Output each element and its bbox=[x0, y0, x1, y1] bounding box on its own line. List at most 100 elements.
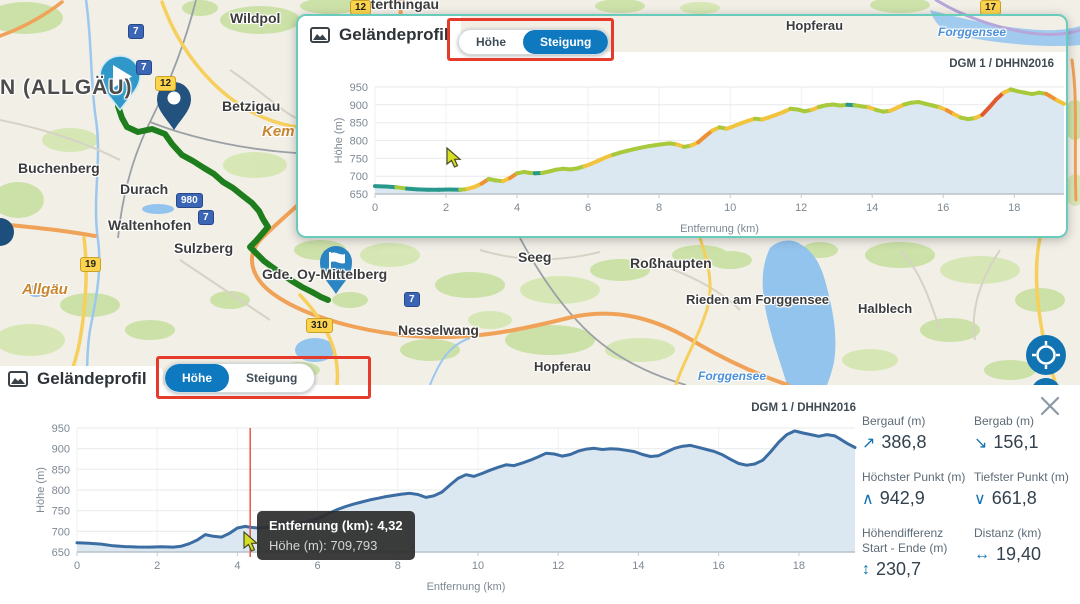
svg-text:Höhe (m): Höhe (m) bbox=[35, 467, 47, 513]
svg-text:8: 8 bbox=[656, 202, 662, 214]
svg-text:10: 10 bbox=[724, 202, 736, 214]
stat-label: Höchster Punkt (m) bbox=[862, 470, 966, 484]
chevron-up-icon: ∧ bbox=[862, 490, 874, 508]
stat-arrow-left-right: Distanz (km) ↔ 19,40 bbox=[974, 526, 1080, 580]
svg-text:16: 16 bbox=[712, 560, 724, 572]
svg-text:800: 800 bbox=[52, 485, 70, 497]
chart-tooltip: Entfernung (km): 4,32 Höhe (m): 709,793 bbox=[257, 511, 415, 560]
svg-text:18: 18 bbox=[793, 560, 805, 572]
pin-marker[interactable] bbox=[157, 82, 191, 130]
svg-text:0: 0 bbox=[74, 560, 80, 572]
toggle-option-höhe[interactable]: Höhe bbox=[165, 364, 229, 392]
arrow-left-right-icon: ↔ bbox=[974, 545, 990, 563]
panel-title-text: Geländeprofil bbox=[339, 25, 449, 44]
map-left-button[interactable] bbox=[0, 218, 14, 246]
geolocate-button[interactable] bbox=[1026, 335, 1066, 375]
route-polyline[interactable] bbox=[115, 103, 331, 303]
map-forest-patches bbox=[0, 0, 1080, 380]
stat-label: Tiefster Punkt (m) bbox=[974, 470, 1069, 484]
panel-title-text: Geländeprofil bbox=[37, 369, 147, 388]
stat-value: ↕ 230,7 bbox=[862, 559, 922, 579]
stat-arrow-up-right: Bergauf (m) ↗ 386,8 bbox=[862, 414, 968, 453]
svg-text:700: 700 bbox=[350, 171, 368, 183]
svg-text:12: 12 bbox=[795, 202, 807, 214]
stat-arrow-up-down: Höhendifferenz Start - Ende (m) ↕ 230,7 bbox=[862, 526, 968, 580]
svg-text:0: 0 bbox=[372, 202, 378, 214]
river-iller bbox=[84, 0, 101, 386]
toggle-option-steigung[interactable]: Steigung bbox=[246, 371, 298, 385]
terrain-profile-icon bbox=[8, 371, 28, 387]
svg-text:800: 800 bbox=[350, 136, 368, 148]
profile-mode-toggle-bottom[interactable]: Höhe Steigung bbox=[164, 363, 316, 393]
stat-value: ↔ 19,40 bbox=[974, 544, 1042, 564]
svg-text:Entfernung (km): Entfernung (km) bbox=[427, 581, 506, 593]
map-railways bbox=[117, 0, 687, 386]
svg-text:850: 850 bbox=[52, 464, 70, 476]
stat-chevron-up: Höchster Punkt (m) ∧ 942,9 bbox=[862, 470, 968, 509]
svg-text:12: 12 bbox=[552, 560, 564, 572]
stat-value: ∨ 661,8 bbox=[974, 488, 1037, 508]
svg-text:750: 750 bbox=[350, 153, 368, 165]
stat-label: Bergauf (m) bbox=[862, 414, 926, 428]
svg-text:Entfernung (km): Entfernung (km) bbox=[680, 223, 759, 235]
svg-text:900: 900 bbox=[52, 444, 70, 456]
slope-profile-chart[interactable]: 650 700 750 800 850 900 950 0 2 4 6 8 10 12 14 16 18 Entf… bbox=[332, 52, 1080, 237]
svg-text:6: 6 bbox=[585, 202, 591, 214]
tooltip-distance: Entfernung (km): 4,32 bbox=[269, 518, 403, 533]
svg-text:750: 750 bbox=[52, 506, 70, 518]
arrow-up-right-icon: ↗ bbox=[862, 434, 876, 452]
road-b310 bbox=[298, 293, 340, 387]
svg-text:14: 14 bbox=[632, 560, 644, 572]
dgm-source-label: DGM 1 / DHHN2016 bbox=[751, 402, 856, 414]
start-marker[interactable] bbox=[99, 55, 141, 112]
lake-forggensee bbox=[762, 240, 836, 388]
svg-text:8: 8 bbox=[395, 560, 401, 572]
panel-title: Geländeprofil bbox=[8, 369, 147, 389]
terrain-profile-icon bbox=[310, 27, 330, 43]
profile-mode-toggle-top[interactable]: Höhe Steigung bbox=[458, 29, 610, 55]
stat-label: Höhendifferenz Start - Ende (m) bbox=[862, 526, 948, 555]
toggle-option-höhe[interactable]: Höhe bbox=[476, 35, 506, 49]
svg-text:2: 2 bbox=[443, 202, 449, 214]
geolocate-icon bbox=[1036, 345, 1056, 365]
svg-text:10: 10 bbox=[472, 560, 484, 572]
stat-chevron-down: Tiefster Punkt (m) ∨ 661,8 bbox=[974, 470, 1080, 509]
arrow-down-right-icon: ↘ bbox=[974, 434, 988, 452]
svg-text:650: 650 bbox=[350, 189, 368, 201]
elevation-profile-panel-top: Geländeprofil Höhe Steigung DGM 1 / DHHN2… bbox=[296, 14, 1068, 238]
svg-text:700: 700 bbox=[52, 526, 70, 538]
svg-text:950: 950 bbox=[52, 423, 70, 435]
panel-title: Geländeprofil bbox=[310, 25, 449, 45]
stat-value: ↘ 156,1 bbox=[974, 432, 1039, 452]
stat-label: Distanz (km) bbox=[974, 526, 1042, 540]
svg-text:850: 850 bbox=[350, 118, 368, 130]
toggle-option-steigung[interactable]: Steigung bbox=[523, 30, 609, 54]
finish-flag-marker[interactable] bbox=[320, 246, 352, 294]
svg-text:4: 4 bbox=[514, 202, 520, 214]
elevation-profile-chart[interactable]: 650 700 750 800 850 900 950 0 2 4 6 8 10 12 14 16 18 Entf… bbox=[0, 398, 860, 598]
svg-text:950: 950 bbox=[350, 82, 368, 94]
stat-value: ↗ 386,8 bbox=[862, 432, 927, 452]
panel-header-background bbox=[298, 16, 461, 52]
tooltip-elevation: Höhe (m): 709,793 bbox=[269, 538, 378, 553]
profile-statistics: Bergauf (m) ↗ 386,8 Bergab (m) ↘ 156,1 Höchste… bbox=[862, 414, 1080, 580]
arrow-up-down-icon: ↕ bbox=[862, 560, 870, 578]
svg-text:16: 16 bbox=[937, 202, 949, 214]
chevron-down-icon: ∨ bbox=[974, 490, 986, 508]
svg-text:6: 6 bbox=[315, 560, 321, 572]
map-minor-roads bbox=[0, 69, 1001, 341]
svg-text:650: 650 bbox=[52, 547, 70, 559]
svg-text:14: 14 bbox=[866, 202, 878, 214]
svg-text:2: 2 bbox=[154, 560, 160, 572]
stat-value: ∧ 942,9 bbox=[862, 488, 925, 508]
svg-text:Höhe (m): Höhe (m) bbox=[333, 118, 345, 164]
svg-text:18: 18 bbox=[1008, 202, 1020, 214]
svg-text:4: 4 bbox=[234, 560, 240, 572]
play-icon bbox=[113, 65, 132, 88]
close-icon[interactable] bbox=[1036, 392, 1064, 420]
road-b12 bbox=[160, 0, 298, 129]
dgm-source-label: DGM 1 / DHHN2016 bbox=[949, 58, 1054, 70]
stat-arrow-down-right: Bergab (m) ↘ 156,1 bbox=[974, 414, 1080, 453]
stat-label: Bergab (m) bbox=[974, 414, 1035, 428]
